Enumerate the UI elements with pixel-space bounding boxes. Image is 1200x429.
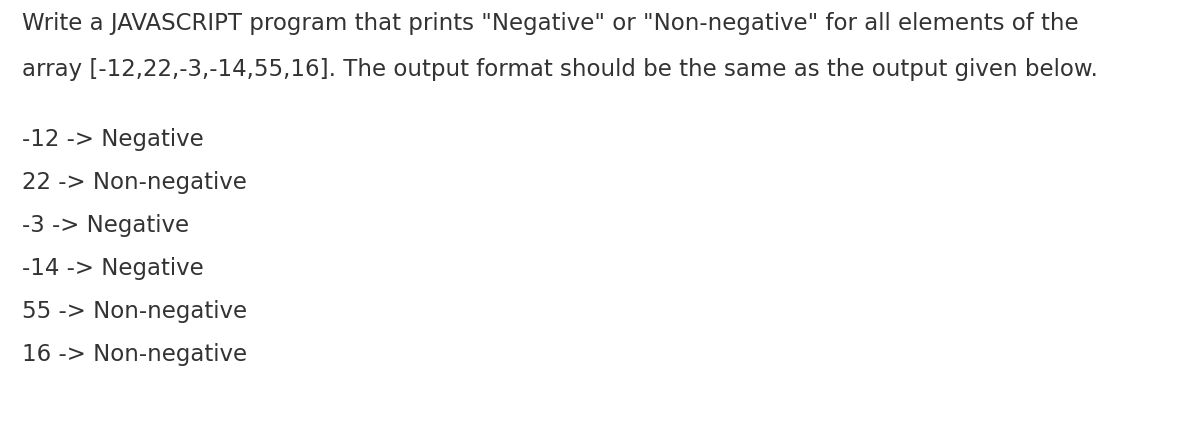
Text: -3 -> Negative: -3 -> Negative	[22, 214, 190, 237]
Text: -14 -> Negative: -14 -> Negative	[22, 257, 204, 280]
Text: 22 -> Non-negative: 22 -> Non-negative	[22, 171, 247, 194]
Text: -12 -> Negative: -12 -> Negative	[22, 128, 204, 151]
Text: array [-12,22,-3,-14,55,16]. The output format should be the same as the output : array [-12,22,-3,-14,55,16]. The output …	[22, 58, 1098, 81]
Text: 16 -> Non-negative: 16 -> Non-negative	[22, 343, 247, 366]
Text: Write a JAVASCRIPT program that prints "Negative" or "Non-negative" for all elem: Write a JAVASCRIPT program that prints "…	[22, 12, 1079, 35]
Text: 55 -> Non-negative: 55 -> Non-negative	[22, 300, 247, 323]
